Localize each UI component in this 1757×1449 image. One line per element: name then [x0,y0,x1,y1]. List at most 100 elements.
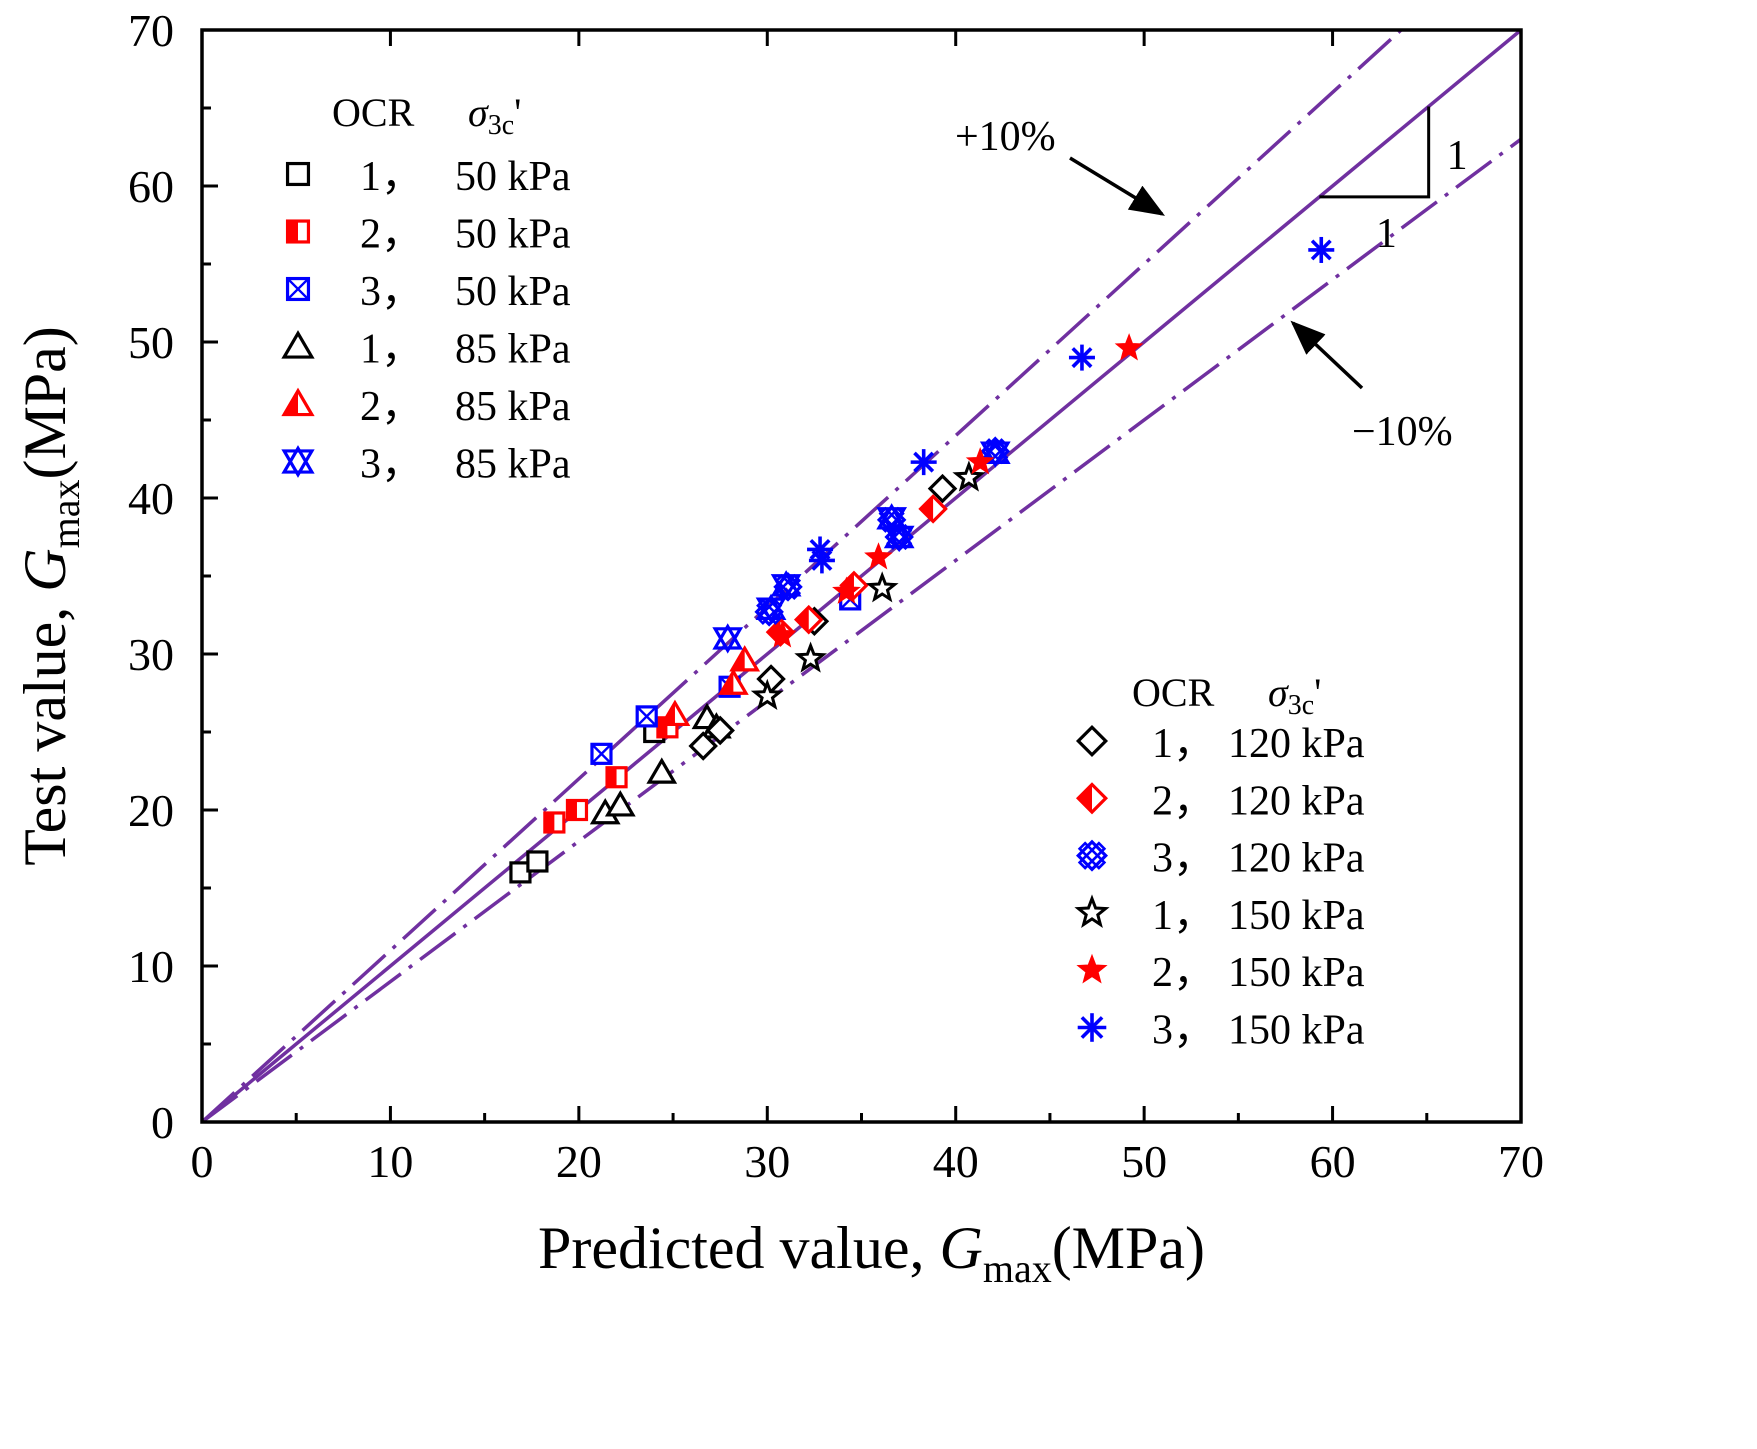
y-tick-label: 0 [151,1097,174,1148]
legend-stress-label: 50 kPa [455,269,571,315]
x-tick-label: 50 [1121,1136,1167,1187]
data-point [543,811,566,834]
y-axis-title-suffix: (MPa) [12,326,78,479]
y-tick-label: 40 [128,473,174,524]
slope-run-label: 1 [1376,211,1397,257]
legend-header-sigma-prime: ' [1314,670,1321,715]
data-point [918,494,948,524]
data-point [605,766,628,789]
x-axis-title-suffix: (MPa) [1052,1215,1205,1281]
data-points [509,236,1335,884]
legend-stress-label: 150 kPa [1228,1008,1365,1054]
legend-stress-label: 50 kPa [455,154,571,200]
legend-marker [285,219,311,244]
legend-stress-label: 85 kPa [455,327,571,373]
x-tick-label: 20 [556,1136,602,1187]
data-point [717,668,749,695]
data-point [646,757,678,784]
legend-marker [281,387,315,417]
x-axis-title-symbol: G [939,1215,982,1281]
data-point [952,460,986,492]
y-tick-label: 20 [128,785,174,836]
data-point [773,572,803,602]
legend-ocr-label: 1， [1152,721,1215,767]
data-point [1308,236,1335,263]
data-point [980,436,1011,466]
y-axis-ticks: 0 10 20 30 40 50 60 70 [128,5,218,1148]
data-point [793,604,824,635]
slope-triangle [1319,106,1431,199]
data-point [965,446,995,475]
legend-header-ocr: OCR [1132,670,1215,715]
legend-marker [281,445,315,478]
legend-header-sigma-sub: 3c [1288,690,1314,721]
x-axis-ticks: 0 10 20 30 40 50 60 70 [191,30,1544,1187]
reference-lines [200,28,1523,1124]
annotation-plus-10: +10% [955,114,1056,160]
data-point [635,705,658,728]
y-tick-label: 60 [128,161,174,212]
legend-ocr-label: 3， [1152,836,1215,882]
legend-stress-label: 150 kPa [1228,893,1365,939]
x-tick-label: 40 [933,1136,979,1187]
y-axis-title: Test value, Gmax(MPa) [12,326,88,866]
data-point [794,641,827,673]
legend-marker [1074,894,1110,928]
data-point [768,620,797,648]
legend-marker [1076,953,1108,984]
legend-marker [1077,1013,1107,1042]
legend-marker [1075,724,1109,758]
legend-header-sigma-symbol: σ [1268,670,1289,715]
data-point [910,449,937,476]
data-point [659,699,691,727]
y-tick-label: 30 [128,629,174,680]
data-point [604,790,636,817]
legend-stress-label: 85 kPa [455,384,571,430]
legend-ocr-label: 2， [360,212,423,258]
data-point [729,645,761,672]
legend-ocr-label: 3， [360,269,423,315]
legend-ocr-label: 3， [1152,1008,1215,1054]
legend-marker [285,161,311,187]
data-point [590,742,613,765]
data-point [865,571,899,603]
legend-marker [1075,839,1109,872]
slope-triangle-lines [1319,106,1431,199]
y-tick-label: 70 [128,5,174,56]
legend-ocr-label: 1， [360,327,423,373]
legend-marker [285,276,311,302]
x-axis-title-prefix: Predicted value, [538,1215,940,1281]
data-point [754,597,784,627]
x-axis-title: Predicted value, Gmax(MPa) [538,1215,1205,1291]
x-tick-label: 60 [1310,1136,1356,1187]
annotation-minus-10: −10% [1352,409,1453,455]
x-axis-title-subscript: max [983,1246,1052,1291]
legend-top-left: OCR σ3c' 1， 50 kPa 2， 50 kPa 3， 50 kPa 1， 85 kP… [281,90,571,488]
legend-stress-label: 50 kPa [455,212,571,258]
legend-ocr-label: 1， [1152,893,1215,939]
legend-stress-label: 120 kPa [1228,836,1365,882]
data-point [927,473,958,504]
x-tick-label: 0 [191,1136,214,1187]
legend-ocr-label: 2， [1152,950,1215,996]
data-point [688,731,718,761]
data-point [832,576,861,604]
legend-marker [281,330,315,359]
arrow-plus-10 [1069,156,1165,216]
y-axis-title-subscript: max [43,480,88,549]
data-point [565,798,589,822]
legend-ocr-label: 3， [360,442,423,488]
legend-ocr-label: 1， [360,154,423,200]
data-point [705,715,735,746]
y-axis-title-prefix: Test value, [12,592,78,866]
legend-header-sigma: σ3c' [1268,670,1321,721]
data-point [808,547,835,574]
legend-ocr-label: 2， [360,384,423,430]
legend-ocr-label: 2， [1152,778,1215,824]
reference-line [200,137,1523,1124]
y-tick-label: 10 [128,941,174,992]
legend-stress-label: 120 kPa [1228,778,1365,824]
data-point [526,850,549,873]
legend-stress-label: 120 kPa [1228,721,1365,767]
